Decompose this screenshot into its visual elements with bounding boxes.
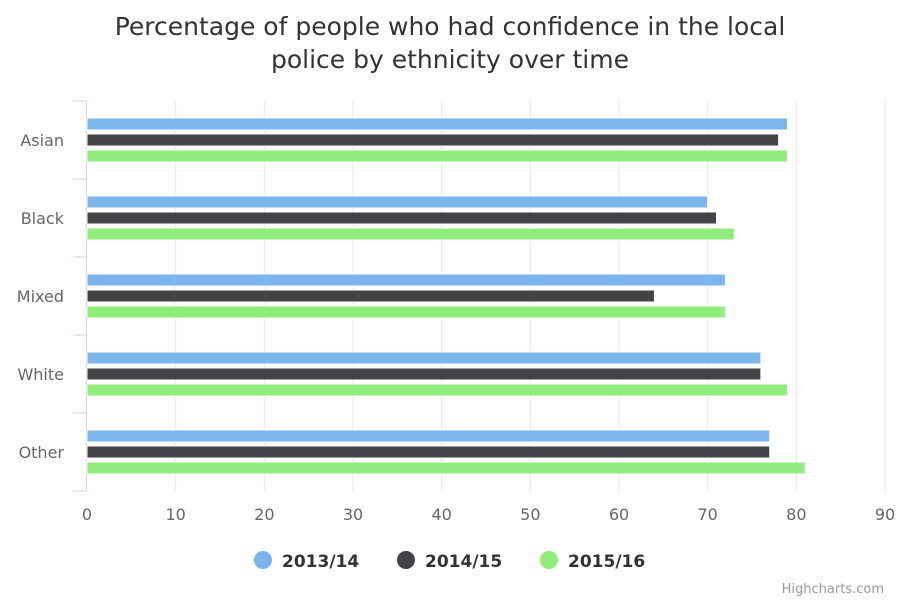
legend: 2013/14 2014/15 2015/16 <box>254 551 645 572</box>
bar[interactable] <box>86 429 771 443</box>
x-tick-label: 40 <box>431 505 451 524</box>
x-tick-label: 90 <box>875 505 895 524</box>
bar[interactable] <box>86 273 726 287</box>
legend-item-label[interactable]: 2013/14 <box>282 552 359 572</box>
bar[interactable] <box>86 227 735 241</box>
category-label: Asian <box>20 131 64 150</box>
x-tick-label: 70 <box>697 505 717 524</box>
x-tick-label: 30 <box>343 505 363 524</box>
bar[interactable] <box>86 367 762 381</box>
plot-area <box>86 117 806 475</box>
bar[interactable] <box>86 383 788 397</box>
legend-marker[interactable] <box>397 551 415 569</box>
bar[interactable] <box>86 461 806 475</box>
bar[interactable] <box>86 305 726 319</box>
bar[interactable] <box>86 351 762 365</box>
bar[interactable] <box>86 445 771 459</box>
x-tick-label: 10 <box>165 505 185 524</box>
bar[interactable] <box>86 133 780 147</box>
category-label: Black <box>21 209 65 228</box>
bar[interactable] <box>86 117 788 131</box>
chart-title: Percentage of people who had confidence … <box>115 12 786 74</box>
category-label: Other <box>19 443 65 462</box>
chart-title-line-2: police by ethnicity over time <box>271 45 629 74</box>
y-axis: Asian Black Mixed White Other <box>17 100 87 492</box>
category-label: Mixed <box>17 287 64 306</box>
x-tick-label: 60 <box>609 505 629 524</box>
bar[interactable] <box>86 149 788 163</box>
x-tick-label: 20 <box>254 505 274 524</box>
legend-marker[interactable] <box>540 551 558 569</box>
chart-title-line-1: Percentage of people who had confidence … <box>115 12 786 41</box>
legend-marker[interactable] <box>254 551 272 569</box>
bar[interactable] <box>86 211 718 225</box>
bar[interactable] <box>86 195 709 209</box>
x-tick-label: 80 <box>786 505 806 524</box>
category-label: White <box>17 365 64 384</box>
credits-link[interactable]: Highcharts.com <box>782 582 884 597</box>
x-axis-tick-labels: 0 10 20 30 40 50 60 70 80 90 <box>82 505 895 524</box>
x-tick-label: 50 <box>520 505 540 524</box>
legend-item-label[interactable]: 2014/15 <box>425 552 502 572</box>
x-tick-label: 0 <box>82 505 92 524</box>
bar[interactable] <box>86 289 655 303</box>
legend-item-label[interactable]: 2015/16 <box>568 552 645 572</box>
